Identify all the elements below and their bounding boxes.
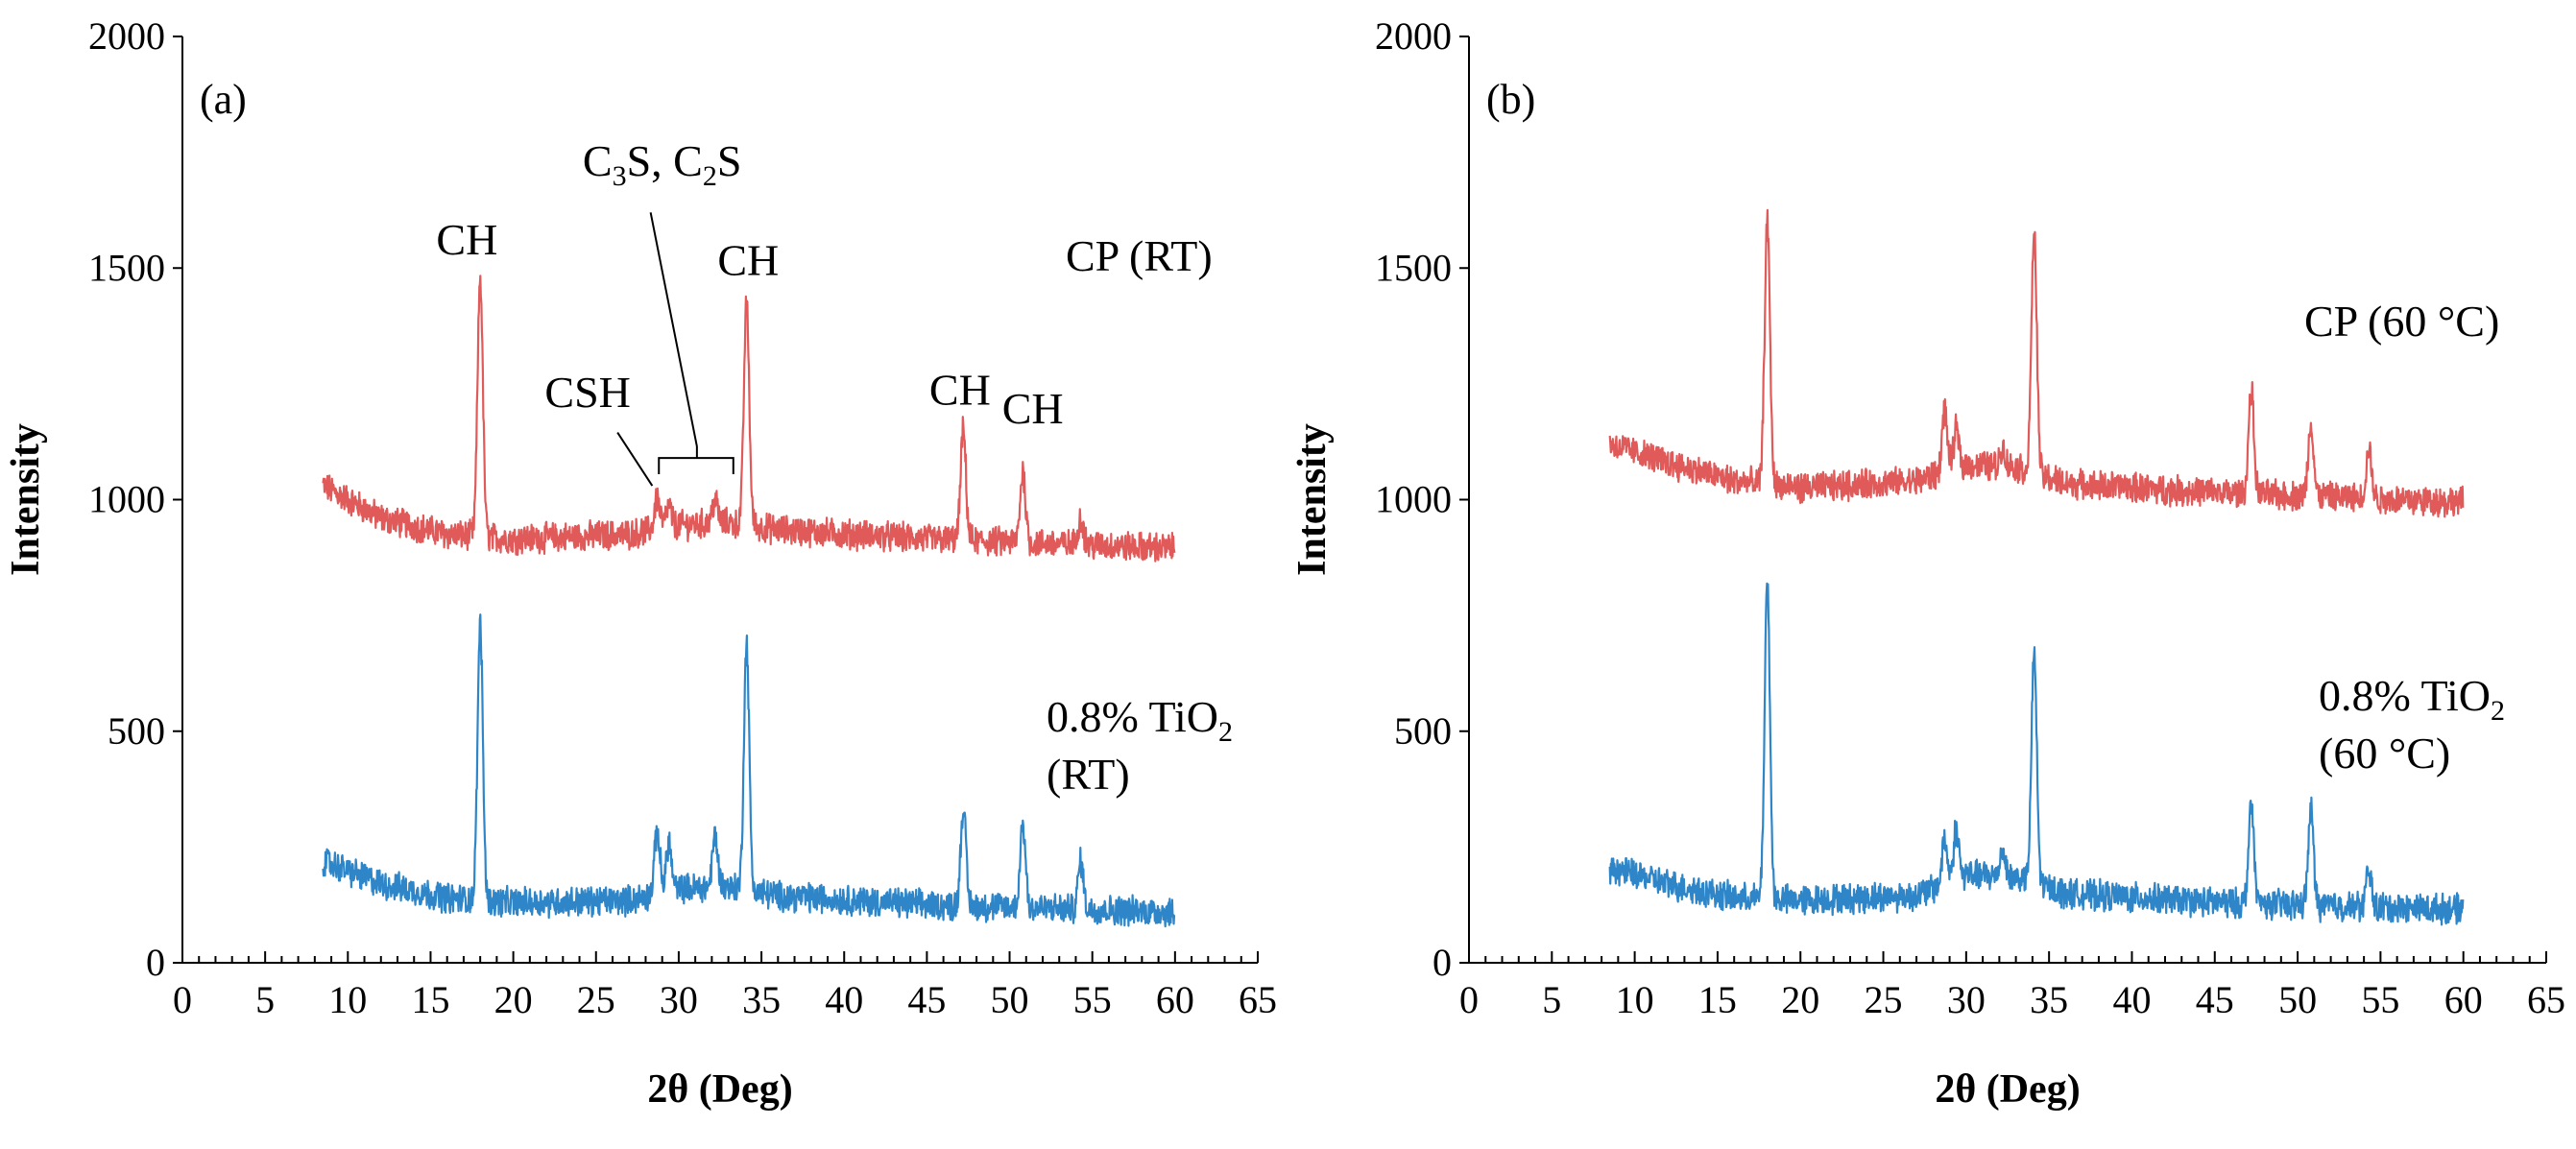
x-tick-label: 15 [411, 978, 449, 1021]
csh-pointer-line [616, 431, 654, 487]
y-tick-label: 0 [146, 941, 165, 984]
x-tick-label: 50 [2278, 978, 2317, 1021]
y-tick-label: 500 [1394, 709, 1452, 753]
x-tick-label: 30 [660, 978, 698, 1021]
x-tick-label: 0 [173, 978, 192, 1021]
panel-label: (a) [200, 76, 247, 123]
x-tick-label: 20 [494, 978, 533, 1021]
x-tick-label: 65 [1239, 978, 1277, 1021]
x-tick-label: 40 [2112, 978, 2151, 1021]
x-tick-label: 10 [1616, 978, 1654, 1021]
y-tick-label: 1500 [1375, 246, 1452, 289]
panel-label: (b) [1486, 76, 1535, 123]
x-tick-label: 45 [907, 978, 946, 1021]
series-line-tio2 [322, 613, 1176, 928]
x-tick-label: 35 [2030, 978, 2068, 1021]
y-tick-label: 2000 [88, 14, 165, 58]
x-tick-label: 55 [1073, 978, 1112, 1021]
y-tick-label: 2000 [1375, 14, 1452, 58]
y-axis-title: Intensity [1290, 423, 1335, 576]
peak-annotation: CH [1002, 384, 1064, 433]
x-axis-title: 2θ (Deg) [1935, 1067, 2080, 1112]
series-label: (60 °C) [2319, 729, 2450, 778]
series-line-tio2 [1608, 582, 2465, 926]
y-tick-label: 1500 [88, 246, 165, 289]
x-tick-label: 50 [991, 978, 1029, 1021]
series-label: CP (RT) [1066, 231, 1213, 280]
c3s-c2s-pointer-line [649, 212, 698, 447]
x-tick-label: 60 [1156, 978, 1194, 1021]
y-tick-label: 1000 [1375, 478, 1452, 521]
peak-annotation: CH [436, 215, 497, 264]
xrd-panel-b: 0 500 1000 1500 2000 0 5 10 15 20 25 30 35 40 45 50 55 60… [1290, 14, 2565, 1112]
y-axis-title: Intensity [4, 423, 48, 576]
series-line-cp [322, 275, 1176, 563]
y-tick-label: 0 [1432, 941, 1452, 984]
x-tick-label: 60 [2444, 978, 2483, 1021]
x-tick-label: 55 [2361, 978, 2399, 1021]
x-tick-label: 10 [328, 978, 367, 1021]
x-tick-label: 40 [825, 978, 863, 1021]
x-tick-label: 25 [1865, 978, 1903, 1021]
x-tick-label: 5 [255, 978, 275, 1021]
series-label: 0.8% TiO2 [1047, 692, 1233, 748]
x-tick-label: 45 [2196, 978, 2234, 1021]
x-tick-label: 30 [1947, 978, 1986, 1021]
y-tick-label: 500 [108, 709, 165, 753]
x-tick-label: 35 [742, 978, 781, 1021]
peak-annotation: CSH [544, 368, 630, 417]
series-line-cp [1608, 208, 2465, 518]
x-tick-label: 20 [1781, 978, 1819, 1021]
x-tick-label: 65 [2527, 978, 2565, 1021]
xrd-panel-a: 0 500 1000 1500 2000 0 5 10 15 20 25 30 35 40 45 50 55 60… [4, 14, 1277, 1112]
series-label: CP (60 °C) [2304, 297, 2499, 346]
x-tick-label: 0 [1459, 978, 1479, 1021]
y-tick-label: 1000 [88, 478, 165, 521]
peak-annotation: CH [717, 235, 779, 284]
x-tick-label: 15 [1698, 978, 1737, 1021]
x-tick-label: 25 [577, 978, 615, 1021]
peak-annotation: CH [929, 366, 991, 415]
x-axis-title: 2θ (Deg) [647, 1067, 792, 1112]
peak-annotation: C3S, C2S [583, 136, 742, 192]
c3s-c2s-bracket [658, 446, 734, 474]
series-label: (RT) [1047, 750, 1130, 799]
series-label: 0.8% TiO2 [2319, 671, 2505, 727]
x-tick-label: 5 [1542, 978, 1561, 1021]
